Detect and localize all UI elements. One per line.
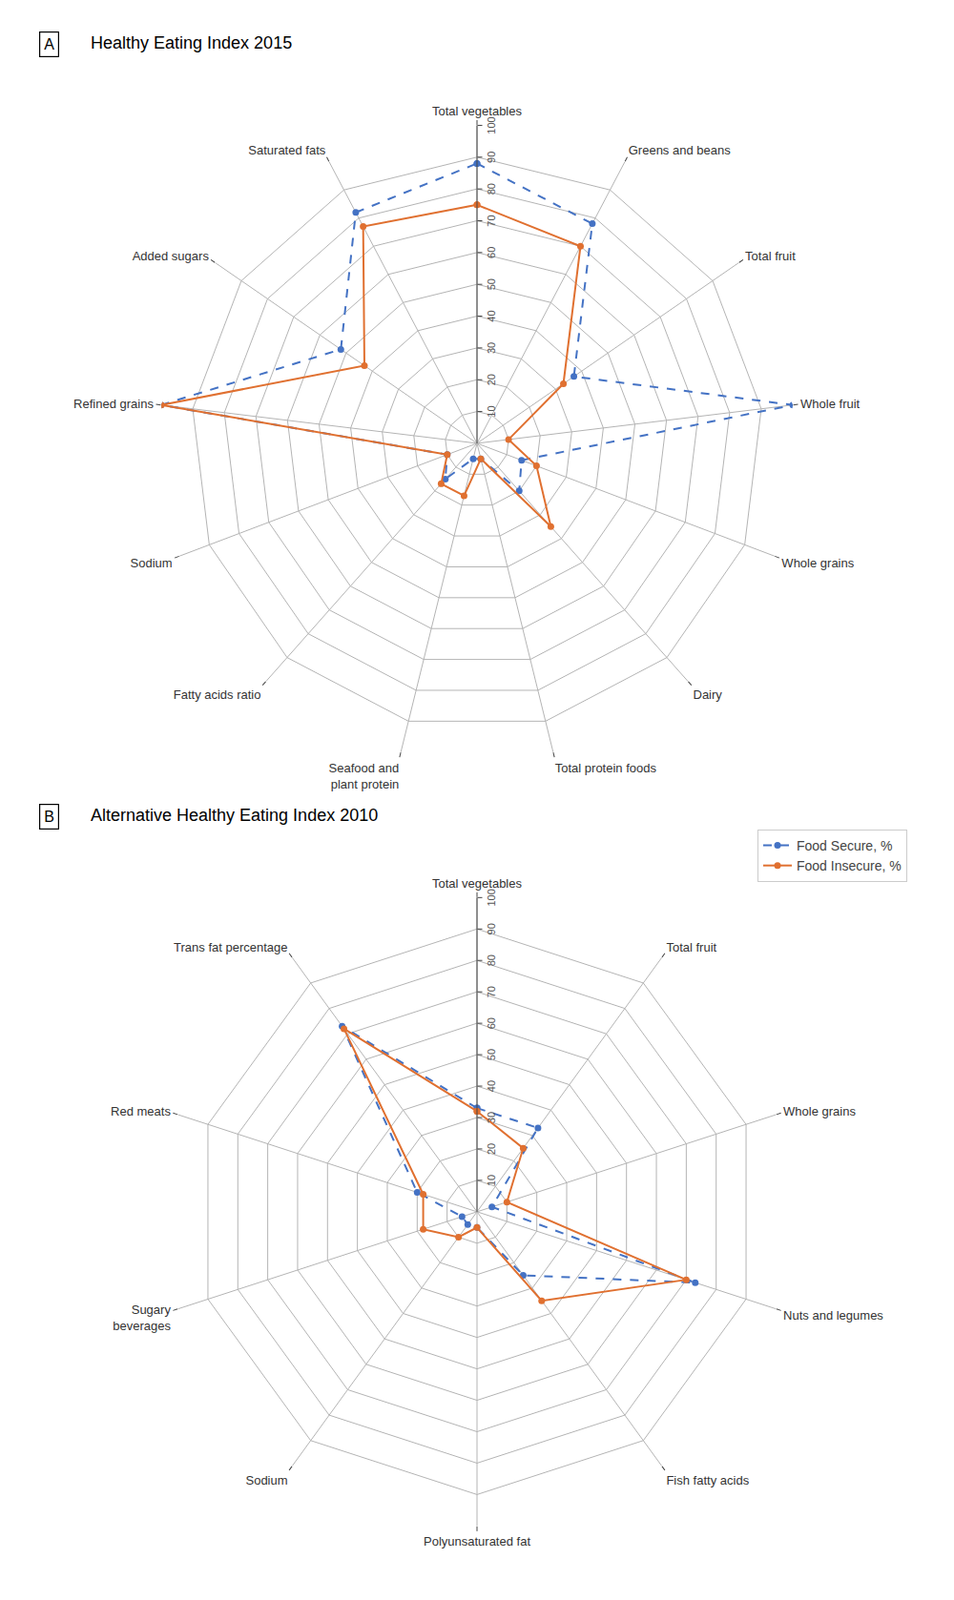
svg-text:30: 30: [485, 1112, 498, 1124]
svg-text:90: 90: [485, 923, 498, 935]
svg-text:100: 100: [485, 889, 498, 907]
svg-text:B: B: [43, 808, 55, 826]
svg-text:Seafood andplant protein: Seafood andplant protein: [329, 761, 400, 792]
svg-text:Whole grains: Whole grains: [783, 1104, 856, 1120]
svg-text:A: A: [43, 36, 55, 53]
svg-text:Polyunsaturated fat: Polyunsaturated fat: [423, 1534, 531, 1550]
svg-text:Dairy: Dairy: [693, 687, 724, 703]
svg-text:Trans fat percentage: Trans fat percentage: [173, 940, 288, 955]
svg-text:10: 10: [485, 1175, 498, 1187]
svg-text:70: 70: [485, 214, 498, 227]
svg-text:80: 80: [485, 183, 498, 195]
svg-text:60: 60: [485, 1017, 498, 1030]
svg-text:Food Insecure, %: Food Insecure, %: [796, 858, 902, 874]
svg-text:Red meats: Red meats: [110, 1104, 171, 1120]
svg-text:60: 60: [485, 247, 498, 259]
svg-text:80: 80: [485, 954, 498, 967]
svg-text:Fatty acids ratio: Fatty acids ratio: [173, 687, 262, 703]
svg-text:Healthy Eating Index 2015: Healthy Eating Index 2015: [90, 33, 292, 53]
svg-text:Nuts and legumes: Nuts and legumes: [783, 1308, 884, 1324]
svg-text:Whole fruit: Whole fruit: [800, 396, 861, 412]
svg-text:70: 70: [485, 986, 498, 998]
svg-text:10: 10: [485, 405, 498, 417]
svg-text:Sodium: Sodium: [130, 556, 173, 571]
svg-text:Alternative Healthy Eating Ind: Alternative Healthy Eating Index 2010: [90, 806, 378, 826]
svg-text:Sugarybeverages: Sugarybeverages: [112, 1303, 171, 1334]
svg-text:Total vegetables: Total vegetables: [432, 876, 522, 892]
svg-text:50: 50: [485, 278, 498, 291]
svg-text:Total vegetables: Total vegetables: [432, 103, 522, 119]
svg-text:20: 20: [485, 1143, 498, 1156]
svg-text:50: 50: [485, 1049, 498, 1061]
svg-text:Refined grains: Refined grains: [73, 396, 154, 412]
svg-text:20: 20: [485, 373, 498, 386]
svg-text:30: 30: [485, 342, 498, 354]
svg-text:Fish fatty acids: Fish fatty acids: [665, 1473, 749, 1489]
svg-text:Total fruit: Total fruit: [665, 940, 717, 955]
svg-text:40: 40: [485, 310, 498, 322]
svg-text:Sodium: Sodium: [245, 1473, 288, 1489]
svg-text:Saturated fats: Saturated fats: [248, 143, 326, 158]
svg-text:Total fruit: Total fruit: [745, 248, 796, 264]
svg-text:Greens and beans: Greens and beans: [628, 143, 731, 158]
svg-text:Added sugars: Added sugars: [132, 248, 210, 264]
svg-text:40: 40: [485, 1080, 498, 1093]
svg-text:Total protein foods: Total protein foods: [555, 761, 658, 776]
svg-text:Food Secure, %: Food Secure, %: [796, 838, 892, 854]
svg-text:90: 90: [485, 151, 498, 164]
svg-text:100: 100: [485, 116, 498, 134]
svg-text:Whole grains: Whole grains: [781, 556, 854, 571]
